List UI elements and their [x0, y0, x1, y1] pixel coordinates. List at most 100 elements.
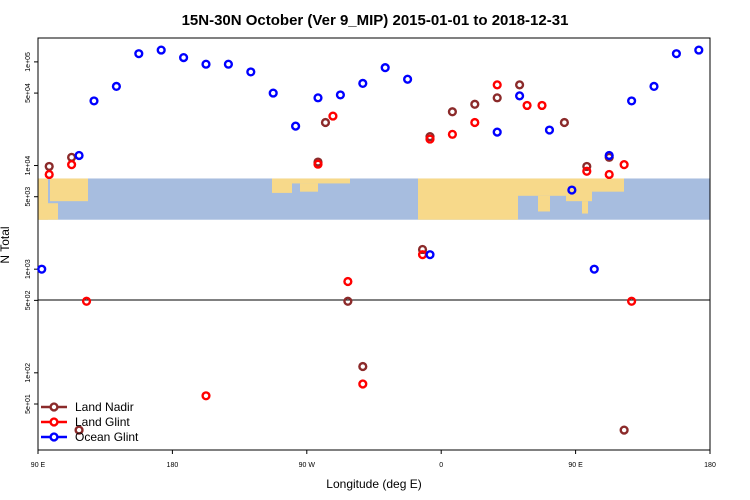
map-land — [38, 178, 48, 220]
data-point — [604, 169, 614, 180]
legend-marker — [49, 417, 59, 427]
data-point — [223, 59, 234, 69]
data-point — [179, 52, 189, 63]
x-tick-label: 180 — [167, 462, 179, 469]
data-point — [492, 127, 502, 137]
x-axis: 90 E 180 90 W 0 90 E 180 — [31, 450, 716, 469]
data-point — [559, 117, 570, 128]
x-tick-label: 90 W — [299, 462, 316, 469]
x-tick-label: 0 — [439, 462, 443, 469]
legend-label: Land Nadir — [75, 400, 134, 414]
x-tick-label: 180 — [704, 462, 716, 469]
data-point — [537, 100, 547, 111]
map-land — [566, 178, 592, 202]
y-tick-label: 5e+02 — [25, 290, 32, 310]
map-land — [300, 183, 318, 192]
data-point — [492, 93, 502, 103]
map-land — [292, 178, 350, 184]
data-point — [81, 296, 92, 306]
data-point — [514, 80, 525, 90]
data-point — [425, 134, 435, 144]
data-point — [626, 296, 637, 306]
data-point — [671, 49, 682, 59]
data-point — [589, 264, 599, 274]
data-point — [380, 63, 390, 73]
data-point — [619, 160, 629, 170]
x-tick-label: 90 E — [31, 462, 46, 469]
world-map-band — [38, 178, 710, 220]
map-land — [272, 178, 292, 193]
y-tick-label: 5e+01 — [25, 394, 32, 414]
data-point — [582, 161, 592, 172]
y-tick-label: 1e+02 — [25, 363, 32, 383]
data-point — [66, 160, 77, 170]
legend-label: Land Glint — [75, 415, 130, 429]
series-land-nadir — [44, 80, 629, 435]
data-point — [514, 91, 525, 101]
data-point — [544, 125, 555, 135]
data-point — [268, 88, 278, 98]
chart-title: 15N-30N October (Ver 9_MIP) 2015-01-01 t… — [182, 12, 569, 29]
data-point — [694, 45, 704, 55]
legend-marker — [49, 402, 59, 412]
data-point — [604, 150, 614, 161]
data-point — [425, 250, 435, 260]
y-axis: 5e+01 1e+02 5e+02 1e+03 5e+03 1e+04 5e+04 1e+05 — [25, 52, 38, 414]
data-point — [582, 166, 592, 176]
data-point — [89, 96, 99, 106]
data-points — [37, 45, 704, 435]
data-point — [649, 81, 659, 92]
y-tick-label: 5e+04 — [25, 83, 32, 103]
data-point — [358, 78, 368, 89]
data-point — [44, 169, 54, 180]
data-point — [417, 250, 428, 260]
data-point — [291, 121, 301, 131]
x-tick-label: 90 E — [568, 462, 583, 469]
data-point — [358, 361, 368, 372]
data-point — [417, 244, 428, 255]
data-point — [66, 152, 77, 162]
map-land — [538, 195, 550, 212]
map-land — [582, 201, 588, 214]
y-tick-label: 1e+04 — [25, 156, 32, 176]
data-point — [358, 379, 368, 389]
data-point — [201, 59, 211, 69]
legend-label: Ocean Glint — [75, 430, 139, 444]
data-point — [626, 96, 637, 106]
data-point — [74, 150, 84, 161]
data-point — [343, 296, 353, 306]
data-point — [320, 117, 331, 128]
data-point — [470, 117, 480, 128]
data-point — [447, 107, 458, 117]
map-land — [418, 178, 518, 220]
data-point — [492, 80, 502, 90]
data-point — [74, 425, 84, 435]
map-land — [518, 178, 566, 196]
data-point — [156, 45, 166, 55]
data-point — [313, 159, 323, 169]
legend-marker — [49, 432, 59, 442]
y-tick-label: 5e+03 — [25, 187, 32, 207]
data-point — [403, 74, 413, 84]
data-point — [470, 99, 480, 109]
data-point — [111, 81, 122, 92]
plot-panel: 90 E 180 90 W 0 90 E 180 5e+01 1e+02 5e+02 1e+03… — [25, 37, 716, 469]
data-point — [522, 100, 532, 111]
data-point — [246, 67, 256, 77]
data-point — [201, 391, 211, 401]
data-point — [134, 49, 144, 59]
y-tick-label: 1e+05 — [25, 52, 32, 72]
x-axis-label: Longitude (deg E) — [326, 477, 421, 491]
data-point — [567, 185, 577, 195]
data-point — [313, 93, 323, 103]
plot-border — [37, 37, 711, 451]
data-point — [343, 276, 353, 287]
data-point — [37, 264, 47, 274]
map-land — [590, 178, 624, 192]
y-tick-label: 1e+03 — [25, 259, 32, 279]
series-ocean-glint — [37, 45, 704, 274]
series-land-glint — [44, 80, 637, 401]
data-point — [447, 129, 458, 139]
